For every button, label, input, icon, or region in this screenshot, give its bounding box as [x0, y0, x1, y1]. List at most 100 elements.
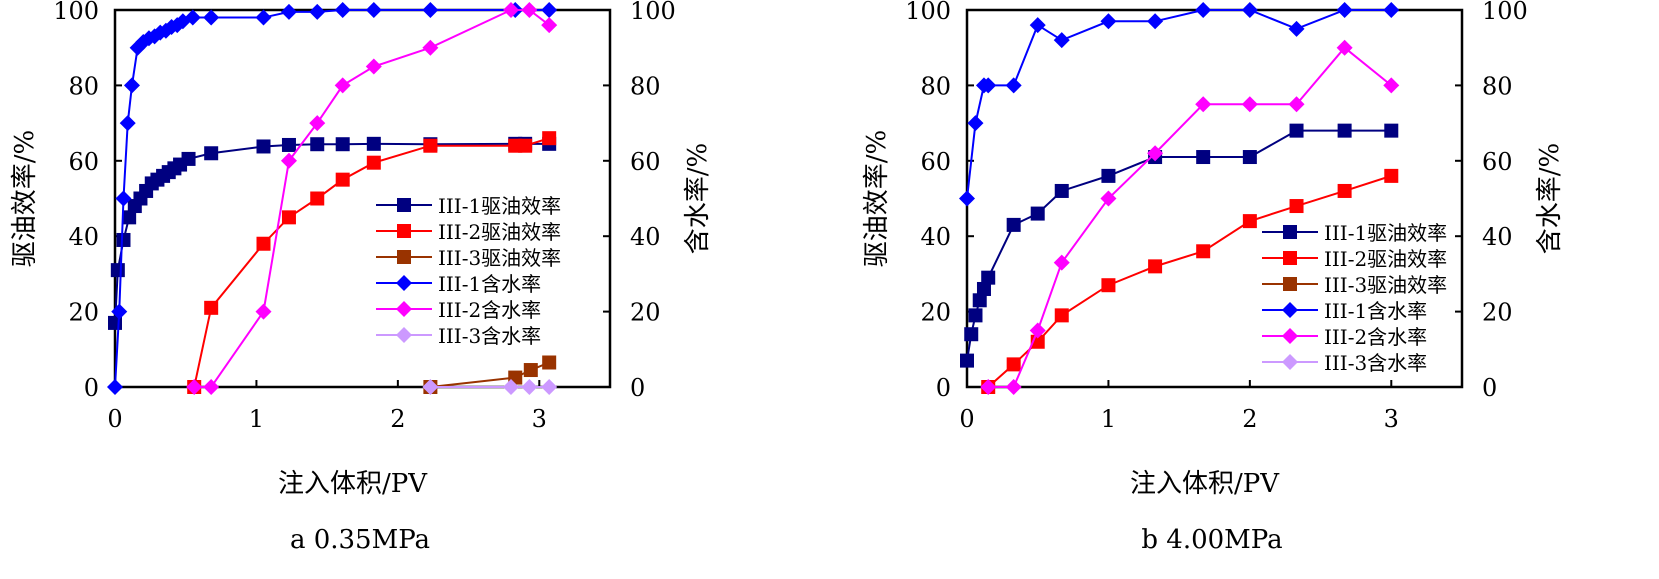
legend-marker [397, 224, 411, 238]
data-point [1337, 123, 1352, 138]
data-point [422, 2, 439, 18]
data-point [119, 115, 136, 132]
data-point [1242, 150, 1257, 165]
data-point [110, 263, 125, 278]
legend-marker [1282, 302, 1298, 318]
series-6 [422, 379, 558, 395]
data-point [980, 77, 997, 94]
data-point [1101, 168, 1116, 183]
data-point [184, 9, 201, 26]
y-tick-label: 60 [920, 148, 951, 176]
data-point [1289, 199, 1304, 214]
data-point [174, 13, 191, 30]
legend-label: III-2含水率 [1324, 325, 1427, 349]
series-5 [186, 2, 558, 395]
y-tick-label: 60 [68, 148, 99, 176]
data-point [366, 136, 381, 151]
series-4 [959, 2, 1400, 207]
x-tick-label: 1 [1101, 405, 1116, 433]
legend-label: III-3驱油效率 [438, 246, 561, 270]
data-point [964, 327, 979, 342]
data-point [256, 236, 271, 251]
data-point [204, 146, 219, 161]
y-tick-label: 80 [920, 72, 951, 100]
data-point [960, 353, 974, 368]
y-tick-label: 40 [68, 223, 99, 251]
data-point [1241, 96, 1258, 113]
data-point [1005, 379, 1022, 395]
legend-marker [397, 250, 411, 264]
data-point [365, 2, 382, 18]
data-point [1288, 20, 1305, 37]
y-tick-label: 80 [68, 72, 99, 100]
data-point [976, 281, 991, 296]
data-point [116, 232, 131, 247]
y-axis-label: 驱油效率/% [10, 130, 40, 267]
y2-tick-label: 20 [630, 299, 661, 327]
data-point [422, 379, 439, 395]
legend-label: III-2驱油效率 [1324, 247, 1447, 271]
data-point [542, 131, 557, 146]
y2-tick-label: 40 [630, 223, 661, 251]
data-point [1383, 2, 1400, 18]
data-point [280, 152, 297, 169]
x-tick-label: 0 [107, 405, 122, 433]
x-tick-label: 1 [249, 405, 264, 433]
data-point [1100, 190, 1117, 207]
data-point [1384, 123, 1399, 138]
y2-tick-label: 100 [630, 0, 676, 25]
legend-label: III-1驱油效率 [1324, 221, 1447, 245]
legend-label: III-2驱油效率 [438, 220, 561, 244]
data-point [1053, 32, 1070, 49]
y2-tick-label: 100 [1482, 0, 1528, 25]
legend-label: III-1含水率 [438, 272, 541, 296]
chart-b: 0 20 40 60 80 100 0 20 40 60 80 100 0 1 2 3 注入体积/PV 驱油效率/… [862, 0, 1565, 555]
data-point [309, 3, 326, 20]
x-tick-label: 0 [959, 405, 974, 433]
data-point [1006, 217, 1021, 232]
data-point [335, 137, 350, 152]
data-point [334, 77, 351, 94]
data-point [541, 2, 558, 18]
legend-label: III-3含水率 [1324, 351, 1427, 375]
data-point [1147, 13, 1164, 30]
data-point [518, 138, 533, 153]
chart-a: 0 20 40 60 80 100 0 20 40 60 80 100 0 1 2 3 注入体积/PV 驱油效率/… [10, 0, 713, 555]
chart-caption: a 0.35MPa [290, 525, 430, 555]
y-tick-label: 100 [53, 0, 99, 25]
legend-marker [396, 275, 412, 291]
data-point [1101, 278, 1116, 293]
data-point [1054, 308, 1069, 323]
legend-marker [1283, 251, 1297, 265]
legend-label: III-3含水率 [438, 324, 541, 348]
data-point [310, 137, 325, 152]
data-point [521, 2, 538, 18]
data-point [107, 379, 123, 395]
series-line [430, 361, 550, 388]
data-point [204, 300, 219, 315]
data-point [1336, 2, 1353, 18]
series-line [966, 129, 1392, 361]
y2-tick-label: 60 [1482, 148, 1513, 176]
data-point [1288, 96, 1305, 113]
y2-tick-label: 0 [630, 374, 645, 402]
data-point [203, 9, 220, 26]
data-point [1289, 123, 1304, 138]
legend-label: III-1驱油效率 [438, 194, 561, 218]
data-point [366, 155, 381, 170]
y-tick-label: 20 [68, 299, 99, 327]
legend-marker [1282, 328, 1298, 344]
legend-marker [397, 198, 411, 212]
x-tick-label: 2 [1242, 405, 1257, 433]
x-tick-label: 3 [1384, 405, 1399, 433]
x-axis-label: 注入体积/PV [1130, 469, 1280, 499]
data-point [1100, 13, 1117, 30]
data-point [1336, 39, 1353, 56]
x-tick-label: 2 [390, 405, 405, 433]
y2-tick-label: 40 [1482, 223, 1513, 251]
data-point [521, 379, 538, 395]
data-point [541, 17, 558, 34]
y2-tick-label: 80 [1482, 72, 1513, 100]
data-point [281, 137, 296, 152]
